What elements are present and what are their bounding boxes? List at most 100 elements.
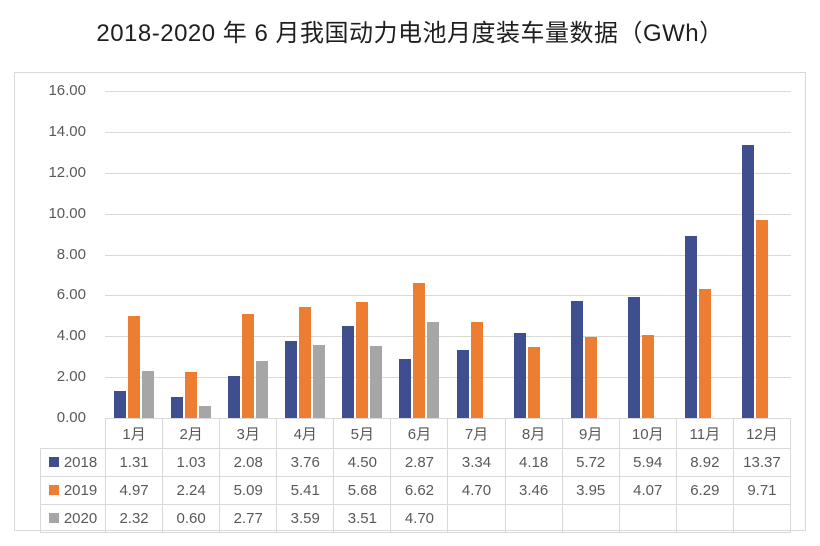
chart-area: 16.00 14.00 12.00 10.00 8.00 6.00 4.00 2.00 0.00…: [14, 72, 806, 533]
value-cell-2019-1月: 4.97: [104, 476, 164, 505]
value-cell-2020-4月: 3.59: [276, 504, 335, 533]
y-axis-label: 6.00: [56, 286, 86, 304]
bar-2020-6月: [427, 321, 440, 418]
bar-2019-5月: [356, 301, 369, 418]
month-header-cell: 11月: [675, 418, 734, 449]
y-axis-label: 10.00: [48, 204, 86, 222]
bar-2018-11月: [685, 235, 698, 418]
month-header-cell: 6月: [390, 418, 449, 449]
bar-group-8月: [505, 91, 562, 418]
value-cell-2018-1月: 1.31: [104, 448, 164, 477]
value-cell-2020-1月: 2.32: [104, 504, 164, 533]
value-cell-2020-11月: [675, 504, 734, 533]
bar-2019-9月: [584, 337, 597, 418]
bar-2018-5月: [342, 326, 355, 418]
value-cell-2020-2月: 0.60: [162, 504, 221, 533]
bar-2019-7月: [470, 321, 483, 418]
table-row-2020: 2020 2.32 0.60 2.77 3.59 3.51 4.70: [40, 504, 792, 533]
month-header-cell: 12月: [732, 418, 792, 449]
bar-2019-3月: [241, 313, 254, 418]
bar-2020-4月: [313, 344, 326, 418]
value-cell-2019-10月: 4.07: [618, 476, 677, 505]
value-cell-2019-3月: 5.09: [219, 476, 278, 505]
month-header-cell: 9月: [561, 418, 620, 449]
value-cell-2020-5月: 3.51: [333, 504, 392, 533]
series-name: 2018: [63, 453, 98, 471]
month-header-cell: 3月: [219, 418, 278, 449]
value-cell-2018-2月: 1.03: [162, 448, 221, 477]
value-cell-2018-6月: 2.87: [390, 448, 449, 477]
bar-2018-12月: [742, 144, 755, 418]
bar-group-6月: [391, 91, 448, 418]
value-cell-2018-3月: 2.08: [219, 448, 278, 477]
value-cell-2019-5月: 5.68: [333, 476, 392, 505]
bar-2019-6月: [413, 282, 426, 418]
bar-2018-6月: [399, 359, 412, 418]
bar-2019-11月: [699, 289, 712, 418]
value-cell-2018-9月: 5.72: [561, 448, 620, 477]
y-axis-label: 4.00: [56, 327, 86, 345]
month-header-cell: 2月: [162, 418, 221, 449]
value-cell-2020-9月: [561, 504, 620, 533]
series-label-cell: 2020: [40, 504, 106, 533]
y-axis-label: 14.00: [48, 122, 86, 140]
y-axis-label: 0.00: [56, 409, 86, 426]
bar-group-12月: [734, 91, 791, 418]
bar-2020-1月: [141, 370, 154, 418]
value-cell-2019-11月: 6.29: [675, 476, 734, 505]
y-axis-label: 8.00: [56, 245, 86, 263]
month-header-cell: 4月: [276, 418, 335, 449]
value-cell-2018-4月: 3.76: [276, 448, 335, 477]
y-axis-label: 16.00: [48, 82, 86, 99]
series-label-cell: 2019: [40, 476, 106, 505]
value-cell-2019-2月: 2.24: [162, 476, 221, 505]
value-cell-2018-5月: 4.50: [333, 448, 392, 477]
gridline: [105, 131, 791, 133]
value-cell-2018-7月: 3.34: [447, 448, 506, 477]
series-name: 2020: [63, 509, 98, 527]
bar-2018-1月: [113, 391, 126, 418]
month-header-cell: 7月: [447, 418, 506, 449]
gridline: [105, 295, 791, 297]
gridline: [105, 254, 791, 256]
month-header-cell: 1月: [104, 418, 164, 449]
value-cell-2019-9月: 3.95: [561, 476, 620, 505]
plot-area: [105, 91, 791, 418]
table-row-2019: 2019 4.97 2.24 5.09 5.41 5.68 6.62 4.70 3.46 3.95…: [40, 476, 792, 505]
bar-2019-4月: [299, 307, 312, 418]
bar-2018-9月: [570, 301, 583, 418]
bar-2019-2月: [184, 372, 197, 418]
bar-group-2月: [162, 91, 219, 418]
value-cell-2018-12月: 13.37: [732, 448, 792, 477]
month-header-cell: 5月: [333, 418, 392, 449]
value-cell-2018-10月: 5.94: [618, 448, 677, 477]
gridline: [105, 336, 791, 338]
bar-group-10月: [620, 91, 677, 418]
bar-group-7月: [448, 91, 505, 418]
gridline: [105, 91, 791, 92]
data-table: 1月 2月 3月 4月 5月 6月 7月 8月 9月 10月 11月 12月 2018 1.31 1.03 2…: [40, 418, 792, 533]
bar-2020-2月: [198, 405, 211, 418]
bar-2019-12月: [756, 219, 769, 418]
value-cell-2018-8月: 4.18: [504, 448, 563, 477]
value-cell-2019-12月: 9.71: [732, 476, 792, 505]
bar-group-9月: [562, 91, 619, 418]
bar-2019-1月: [127, 316, 140, 418]
bar-2018-10月: [628, 296, 641, 418]
gridline: [105, 213, 791, 215]
bar-group-11月: [677, 91, 734, 418]
bar-2018-7月: [456, 349, 469, 418]
table-corner-blank: [41, 419, 106, 449]
value-cell-2019-7月: 4.70: [447, 476, 506, 505]
value-cell-2020-3月: 2.77: [219, 504, 278, 533]
bar-group-1月: [105, 91, 162, 418]
bars-layer: [105, 91, 791, 418]
y-axis-label: 12.00: [48, 163, 86, 181]
series-label-cell: 2018: [40, 448, 106, 477]
bar-2018-4月: [285, 341, 298, 418]
value-cell-2020-12月: [732, 504, 792, 533]
bar-group-5月: [334, 91, 391, 418]
series-name: 2019: [63, 481, 98, 499]
value-cell-2019-6月: 6.62: [390, 476, 449, 505]
